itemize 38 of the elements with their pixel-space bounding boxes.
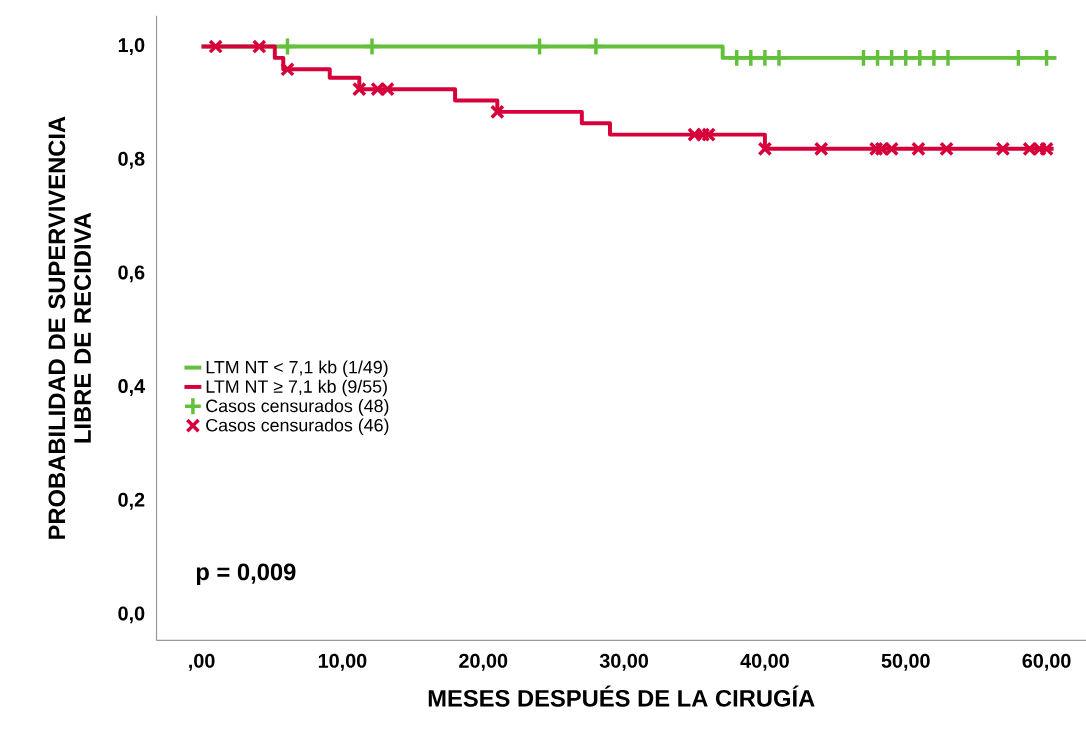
- point: [277, 36, 298, 56]
- x-tick-label: 50,00: [881, 653, 930, 671]
- legend-label: LTM NT < 7,1 kb (1/49): [206, 360, 388, 377]
- point: [1036, 48, 1057, 68]
- y-tick-label: 0,8: [118, 151, 145, 169]
- y-tick-label: 0,4: [118, 378, 145, 396]
- point: [280, 61, 295, 77]
- point: [995, 141, 1011, 156]
- x-axis-title: MESES DESPUÉS DE LA CIRUGÍA: [428, 685, 815, 707]
- y-axis-title: PROBABILIDAD DE SUPERVIVENCIA LIBRE DE RECIDIVA: [48, 116, 91, 539]
- legend-label: Casos censurados (48): [206, 398, 389, 416]
- point: [757, 141, 773, 156]
- point: [490, 104, 505, 119]
- x-tick-label: 10,00: [318, 653, 367, 671]
- point: [251, 38, 267, 54]
- point: [1008, 48, 1029, 68]
- point: [208, 38, 223, 54]
- legend-label: LTM NT ≥ 7,1 kb (9/55): [206, 379, 387, 397]
- point: [529, 36, 550, 56]
- point: [351, 81, 367, 97]
- point: [586, 36, 606, 56]
- x-tick-label: 60,00: [1022, 653, 1071, 671]
- point: [813, 141, 829, 156]
- y-tick-label: 0,2: [118, 492, 145, 510]
- point: [769, 48, 789, 68]
- x-tick-label: 40,00: [740, 653, 789, 671]
- y-tick-label: 0,6: [118, 265, 145, 283]
- x-tick-label: ,00: [189, 653, 215, 671]
- point: [938, 48, 958, 68]
- legend-label: Casos censurados (46): [206, 418, 389, 435]
- point: [939, 141, 954, 156]
- annotation: p = 0,009: [196, 563, 296, 585]
- x-tick-label: 30,00: [599, 653, 649, 671]
- y-tick-label: 0,0: [118, 606, 145, 624]
- point: [911, 141, 926, 156]
- point: [362, 36, 382, 56]
- y-tick-label: 1,0: [118, 37, 145, 55]
- x-tick-label: 20,00: [459, 653, 508, 671]
